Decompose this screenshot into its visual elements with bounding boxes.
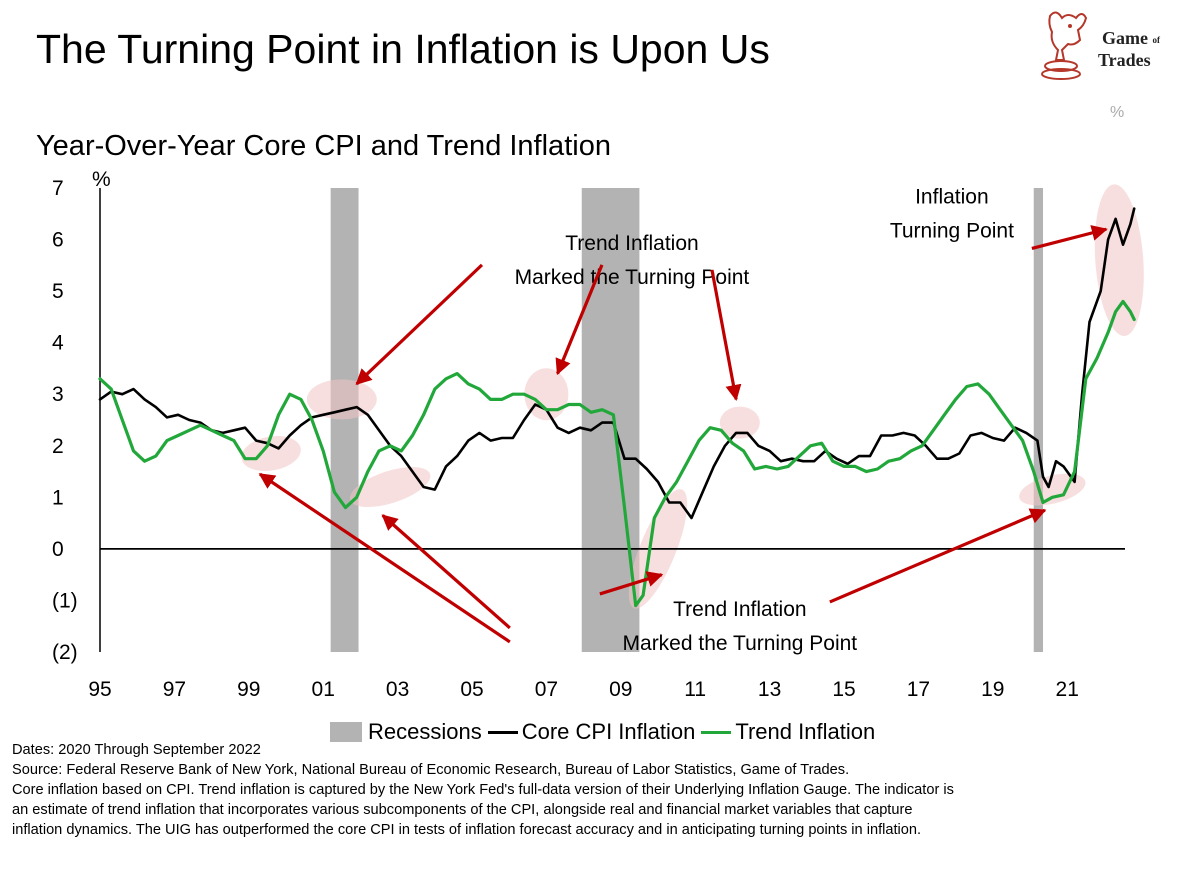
footnote-note-3: inflation dynamics. The UIG has outperfo…	[12, 822, 922, 838]
x-tick-label: 17	[907, 678, 930, 701]
legend-trend-label: Trend Inflation	[735, 719, 876, 744]
core-swatch	[487, 730, 518, 734]
y-tick-label: 7	[52, 177, 64, 200]
annotations: Inflation Turning Point Trend Inflation Mar…	[258, 185, 1108, 655]
x-tick-label: 15	[832, 678, 855, 701]
footnote-note-1: Core inflation based on CPI. Trend infla…	[12, 782, 954, 798]
footnote-note-2: an estimate of trend inflation that inco…	[12, 802, 913, 818]
x-tick-label: 21	[1056, 678, 1079, 701]
y-tick-label: 5	[52, 280, 64, 303]
y-tick-label: 4	[52, 332, 64, 355]
x-tick-label: 11	[684, 678, 706, 701]
highlight-ellipse-4	[524, 368, 569, 421]
recession-band-1	[330, 188, 359, 652]
annotation-arrow	[258, 472, 511, 644]
annotation-text-2: Marked the Turning Point	[515, 266, 750, 289]
x-tick-label: 09	[609, 678, 632, 701]
x-tick-label: 07	[535, 678, 558, 701]
footnotes: Dates: 2020 Through September 2022 Sourc…	[12, 740, 1188, 840]
y-tick-label: 3	[52, 383, 64, 406]
recession-band-2	[581, 188, 640, 652]
annotation-arrow	[381, 514, 511, 630]
x-tick-label: 05	[460, 678, 483, 701]
annotation-text-1: Turning Point	[890, 219, 1014, 242]
highlight-ellipse-3	[349, 467, 431, 508]
x-tick-label: 03	[386, 678, 409, 701]
bull-knight-chess-icon	[1041, 11, 1088, 80]
footnote-dates: Dates: 2020 Through September 2022	[12, 742, 261, 758]
legend-recessions: Recessions	[330, 719, 482, 745]
annotation-arrow	[355, 263, 484, 386]
legend-recessions-label: Recessions	[368, 719, 482, 744]
core-cpi-line	[98, 207, 1136, 520]
x-tick-label: 19	[981, 678, 1004, 701]
highlight-ellipse-6	[719, 406, 760, 439]
x-tick-label: 99	[237, 678, 260, 701]
recession-bands	[330, 188, 1044, 652]
y-tick-label: 1	[52, 486, 64, 509]
x-tick-label: 01	[312, 678, 335, 701]
annotation-text-3: Marked the Turning Point	[623, 632, 858, 655]
annotation-text-1: Inflation	[915, 185, 989, 208]
annotation-arrow	[710, 269, 742, 401]
y-tick-label: 6	[52, 229, 64, 252]
y-tick-label: (2)	[52, 641, 78, 664]
page-title: The Turning Point in Inflation is Upon U…	[36, 26, 770, 72]
annotation-text-3: Trend Inflation	[673, 598, 806, 621]
chart-legend: Recessions Core CPI Inflation Trend Infl…	[330, 716, 881, 748]
legend-trend: Trend Inflation	[701, 719, 875, 745]
highlight-ellipse-1	[241, 435, 301, 472]
y-tick-label: (1)	[52, 589, 78, 612]
y-tick-label: 2	[52, 435, 64, 458]
y-axis-unit-label: %	[92, 168, 111, 191]
annotation-arrow	[829, 508, 1047, 604]
annotation-arrow	[599, 571, 664, 596]
logo-line1: Game	[1102, 28, 1148, 48]
corner-percent-label: %	[1110, 104, 1125, 121]
trend-swatch	[701, 730, 732, 734]
series-lines	[98, 207, 1136, 608]
logo-line2: Trades	[1098, 50, 1151, 70]
x-tick-label: 95	[88, 678, 111, 701]
game-of-trades-logo: Game of Trades	[1040, 6, 1190, 82]
legend-core-label: Core CPI Inflation	[521, 719, 696, 744]
trend-inflation-line	[98, 299, 1136, 608]
recession-band-3	[1033, 188, 1044, 652]
legend-core: Core CPI Inflation	[487, 719, 696, 745]
highlight-ellipse-8	[1094, 184, 1144, 337]
chart-subtitle: Year-Over-Year Core CPI and Trend Inflat…	[36, 130, 611, 162]
x-tick-label: 13	[758, 678, 781, 701]
footnote-source: Source: Federal Reserve Bank of New York…	[12, 762, 850, 778]
logo-of: of	[1152, 34, 1160, 45]
annotation-text-2: Trend Inflation	[565, 232, 698, 255]
annotation-arrow	[555, 264, 604, 376]
recession-swatch	[330, 722, 362, 742]
y-tick-label: 0	[52, 538, 64, 561]
x-tick-label: 97	[163, 678, 186, 701]
annotation-arrow	[1031, 225, 1108, 251]
